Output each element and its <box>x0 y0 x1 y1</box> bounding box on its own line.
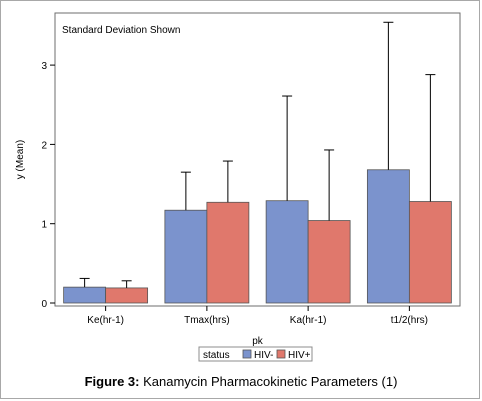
caption-label: Figure 3: <box>84 374 140 389</box>
y-tick-label: 1 <box>41 220 47 231</box>
y-tick-label: 2 <box>41 140 47 151</box>
bar <box>164 209 208 304</box>
figure-caption: Figure 3: Kanamycin Pharmacokinetic Para… <box>0 374 482 389</box>
bar <box>265 200 309 304</box>
bar <box>105 287 149 304</box>
legend-title: status <box>203 350 230 361</box>
x-axis-label: pk <box>252 336 264 347</box>
bar <box>206 201 250 304</box>
legend-label: HIV- <box>254 350 273 361</box>
x-tick-label: Ka(hr-1) <box>290 315 327 326</box>
y-axis-label: y (Mean) <box>15 140 26 179</box>
bar <box>307 220 351 304</box>
inset-note: Standard Deviation Shown <box>62 25 180 36</box>
legend-label: HIV+ <box>288 350 311 361</box>
caption-text: Kanamycin Pharmacokinetic Parameters (1) <box>139 374 398 389</box>
bar <box>408 201 452 304</box>
x-tick-label: Tmax(hrs) <box>184 315 230 326</box>
legend-swatch <box>242 349 252 359</box>
bar <box>366 169 410 304</box>
bar-chart: Standard Deviation Shown 0 1 2 3 y (Mean) Ke(h… <box>15 12 461 362</box>
x-tick-label: Ke(hr-1) <box>87 315 124 326</box>
bar <box>63 286 107 304</box>
legend-swatch <box>276 349 286 359</box>
y-tick-label: 0 <box>41 299 47 310</box>
x-tick-label: t1/2(hrs) <box>391 315 428 326</box>
y-tick-label: 3 <box>41 61 47 72</box>
